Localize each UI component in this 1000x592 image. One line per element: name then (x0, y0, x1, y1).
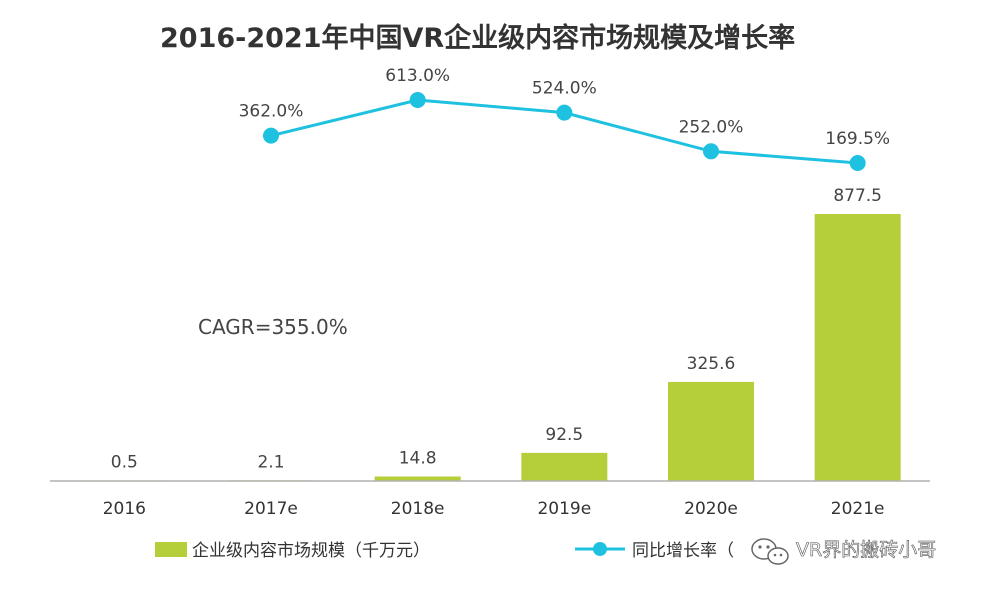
x-tick-2021e: 2021e (831, 499, 885, 519)
growth-point-2017e (263, 127, 279, 144)
legend-line-label: 同比增长率（ (632, 541, 734, 561)
x-tick-2017e: 2017e (244, 499, 298, 519)
growth-label-2020e: 252.0% (679, 117, 744, 137)
x-tick-2019e: 2019e (537, 499, 591, 519)
bars-layer (81, 214, 901, 481)
x-tick-2016: 2016 (103, 499, 146, 519)
bar-label-2016: 0.5 (111, 452, 138, 472)
legend-line-marker (593, 542, 607, 556)
growth-label-2021e: 169.5% (825, 129, 890, 149)
line-layer (263, 92, 866, 171)
x-tick-2018e: 2018e (391, 499, 445, 519)
legend-bar-swatch (155, 542, 187, 557)
growth-label-2017e: 362.0% (239, 102, 304, 122)
chart-title: 2016-2021年中国VR企业级内容市场规模及增长率 (160, 22, 795, 54)
line-labels-layer: 362.0% 613.0% 524.0% 252.0% 169.5% (239, 66, 890, 149)
bar-label-2021e: 877.5 (833, 186, 882, 206)
growth-label-2019e: 524.0% (532, 79, 597, 99)
growth-label-2018e: 613.0% (385, 66, 450, 86)
bar-2019e (521, 452, 608, 481)
x-ticks-layer: 2016 2017e 2018e 2019e 2020e 2021e (103, 499, 885, 519)
wechat-icon (751, 538, 789, 565)
bar-2018e (374, 476, 461, 481)
growth-point-2019e (556, 104, 573, 121)
legend-bar-label: 企业级内容市场规模（千万元） (192, 541, 430, 561)
x-tick-2020e: 2020e (684, 499, 738, 519)
bar-label-2020e: 325.6 (687, 354, 736, 374)
bar-labels-layer: 0.5 2.1 14.8 92.5 325.6 877.5 (111, 186, 882, 472)
watermark-text: VR界的搬砖小哥 (796, 539, 936, 561)
bar-2020e (668, 381, 754, 481)
bar-label-2018e: 14.8 (399, 448, 437, 468)
cagr-annotation: CAGR=355.0% (198, 315, 348, 339)
bar-label-2017e: 2.1 (257, 452, 284, 472)
legend: 企业级内容市场规模（千万元） 同比增长率（ (155, 541, 734, 561)
bar-2021e (814, 214, 901, 481)
bar-label-2019e: 92.5 (545, 425, 583, 445)
growth-point-2021e (849, 155, 866, 171)
growth-point-2018e (409, 92, 426, 108)
watermark: VR界的搬砖小哥 (751, 538, 937, 565)
growth-point-2020e (703, 143, 719, 160)
